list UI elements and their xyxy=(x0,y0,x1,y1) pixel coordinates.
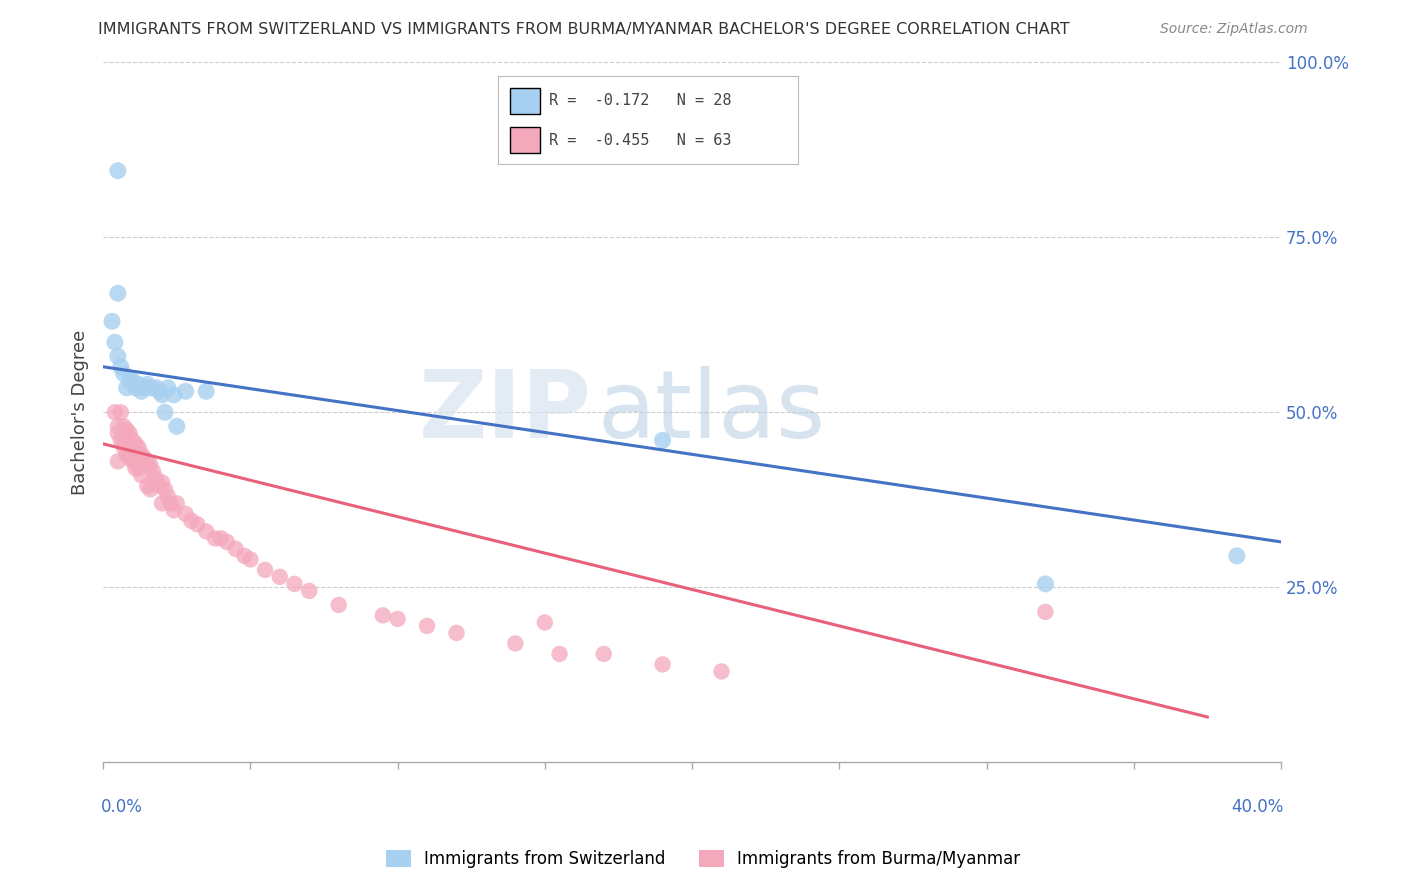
Text: atlas: atlas xyxy=(598,367,827,458)
Point xyxy=(101,314,124,328)
Point xyxy=(107,349,129,363)
Point xyxy=(112,419,135,434)
Point xyxy=(150,388,173,402)
Point xyxy=(112,437,135,451)
Point xyxy=(107,419,129,434)
Point xyxy=(195,524,218,539)
Point xyxy=(142,465,165,479)
Point xyxy=(127,377,149,392)
Point xyxy=(121,434,143,448)
Point xyxy=(156,381,179,395)
Point xyxy=(651,657,673,672)
Point xyxy=(107,426,129,441)
Point xyxy=(1035,605,1057,619)
Point xyxy=(115,447,138,461)
Text: ZIP: ZIP xyxy=(419,367,592,458)
Point xyxy=(110,359,132,374)
Point xyxy=(145,472,167,486)
Point xyxy=(115,381,138,395)
Point xyxy=(121,454,143,468)
Point xyxy=(124,437,146,451)
Point xyxy=(446,626,468,640)
Point xyxy=(136,479,159,493)
Point xyxy=(209,532,232,546)
Point xyxy=(115,423,138,437)
Point xyxy=(371,608,394,623)
Point xyxy=(112,367,135,381)
Legend: Immigrants from Switzerland, Immigrants from Burma/Myanmar: Immigrants from Switzerland, Immigrants … xyxy=(380,843,1026,875)
Point xyxy=(153,405,176,419)
Point xyxy=(118,450,141,465)
Point xyxy=(148,384,170,399)
Point xyxy=(269,570,291,584)
Point xyxy=(107,286,129,301)
Point xyxy=(110,405,132,419)
Point xyxy=(533,615,555,630)
Point xyxy=(107,163,129,178)
Point xyxy=(416,619,439,633)
Point xyxy=(127,461,149,475)
Point xyxy=(163,503,186,517)
Point xyxy=(148,479,170,493)
Point xyxy=(124,381,146,395)
Point xyxy=(163,388,186,402)
Point xyxy=(1226,549,1249,563)
Point xyxy=(134,381,156,395)
Point xyxy=(283,577,305,591)
Point xyxy=(215,534,238,549)
Point xyxy=(134,450,156,465)
Point xyxy=(160,496,183,510)
Point xyxy=(121,374,143,388)
Point xyxy=(139,381,162,395)
Point xyxy=(254,563,277,577)
Point xyxy=(174,507,197,521)
Point xyxy=(139,458,162,472)
Point xyxy=(174,384,197,399)
Text: 40.0%: 40.0% xyxy=(1230,797,1284,815)
Point xyxy=(505,636,527,650)
Point xyxy=(112,440,135,454)
Point xyxy=(107,454,129,468)
Point xyxy=(153,483,176,497)
Point xyxy=(180,514,202,528)
Point xyxy=(131,447,153,461)
Point xyxy=(166,496,188,510)
Point xyxy=(239,552,262,566)
Point xyxy=(145,381,167,395)
Text: IMMIGRANTS FROM SWITZERLAND VS IMMIGRANTS FROM BURMA/MYANMAR BACHELOR'S DEGREE C: IMMIGRANTS FROM SWITZERLAND VS IMMIGRANT… xyxy=(98,22,1070,37)
Point xyxy=(131,468,153,483)
Point xyxy=(186,517,208,532)
Point xyxy=(328,598,350,612)
Point xyxy=(592,647,614,661)
Point xyxy=(166,419,188,434)
Point xyxy=(150,475,173,490)
Point xyxy=(1035,577,1057,591)
Point xyxy=(127,440,149,454)
Point xyxy=(104,405,127,419)
Point xyxy=(651,434,673,448)
Point xyxy=(131,384,153,399)
Point xyxy=(548,647,571,661)
Point xyxy=(233,549,256,563)
Point xyxy=(225,541,247,556)
Point xyxy=(124,461,146,475)
Point xyxy=(110,434,132,448)
Point xyxy=(139,483,162,497)
Text: Source: ZipAtlas.com: Source: ZipAtlas.com xyxy=(1160,22,1308,37)
Point xyxy=(104,335,127,350)
Point xyxy=(156,489,179,503)
Point xyxy=(204,532,226,546)
Y-axis label: Bachelor's Degree: Bachelor's Degree xyxy=(72,330,89,495)
Point xyxy=(150,496,173,510)
Point xyxy=(118,447,141,461)
Point xyxy=(387,612,409,626)
Point xyxy=(136,454,159,468)
Point xyxy=(710,665,733,679)
Text: 0.0%: 0.0% xyxy=(101,797,142,815)
Point xyxy=(298,583,321,598)
Point xyxy=(195,384,218,399)
Point xyxy=(136,377,159,392)
Point xyxy=(118,426,141,441)
Point xyxy=(118,374,141,388)
